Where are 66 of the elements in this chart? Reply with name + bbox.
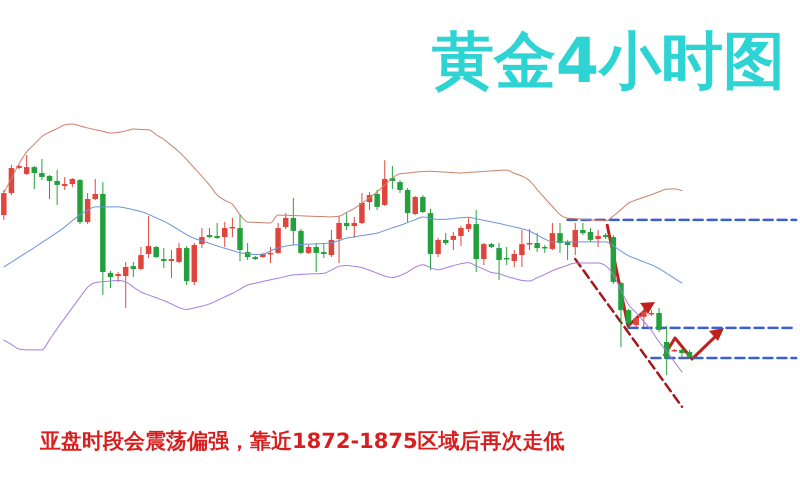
candlestick — [679, 347, 685, 358]
candlestick — [534, 232, 540, 253]
candlestick — [153, 246, 159, 258]
candlestick — [550, 222, 556, 251]
candlestick — [633, 316, 639, 328]
candlestick — [328, 230, 334, 258]
chart-title: 黄金4小时图 — [432, 24, 785, 97]
candlestick — [306, 244, 312, 254]
candlestick — [588, 228, 594, 242]
candlestick — [84, 192, 90, 225]
candlestick — [580, 222, 586, 236]
candlestick — [321, 242, 327, 258]
candlestick — [268, 246, 274, 264]
candlestick — [397, 180, 403, 194]
candlestick — [656, 307, 662, 333]
candlestick — [290, 197, 296, 246]
candlestick — [92, 178, 98, 201]
candlestick — [176, 242, 182, 264]
candlestick — [595, 230, 601, 248]
candlestick — [282, 212, 288, 230]
candlestick — [481, 242, 487, 266]
candlestick — [230, 217, 236, 238]
candlestick — [39, 158, 45, 181]
candlestick — [313, 242, 319, 273]
candlestick — [359, 192, 365, 225]
candlestick — [24, 154, 30, 176]
candlestick — [504, 246, 510, 266]
candlestick — [512, 250, 518, 268]
candlestick — [374, 189, 380, 210]
candlestick — [572, 222, 578, 256]
candlestick — [404, 188, 410, 223]
candlestick — [336, 215, 342, 264]
candlestick — [161, 248, 167, 269]
candlestick — [352, 216, 358, 238]
candlestick — [420, 194, 426, 214]
candlestick — [298, 228, 304, 254]
candlestick — [146, 215, 152, 258]
candlestick — [664, 325, 670, 376]
candlestick — [122, 261, 128, 308]
candlestick — [641, 307, 647, 328]
candlestick — [466, 217, 472, 232]
text: 亚盘时段会震荡偏强，靠近1872-1875区域后再次走低 — [39, 429, 565, 453]
candlestick — [108, 270, 114, 289]
candlestick — [62, 176, 68, 190]
candlestick — [214, 222, 220, 240]
candlestick — [206, 228, 212, 238]
candlestick — [130, 261, 136, 278]
candlestick — [458, 226, 464, 247]
candlestick — [1, 189, 7, 220]
candlestick — [412, 195, 418, 216]
candlestick — [344, 212, 350, 231]
candlestick — [442, 232, 448, 246]
candlestick — [46, 174, 52, 200]
candlestick — [435, 237, 441, 258]
candlestick — [32, 166, 38, 190]
candlestick — [626, 308, 632, 326]
candlestick — [519, 230, 525, 268]
candlestick — [222, 222, 228, 248]
candlestick — [237, 213, 243, 262]
candlestick — [496, 242, 502, 280]
candlestick — [168, 250, 174, 278]
candlestick — [526, 228, 532, 251]
candlestick — [138, 246, 144, 271]
candlestick — [115, 272, 121, 282]
candlestick — [450, 232, 456, 251]
candlestick — [54, 169, 60, 206]
